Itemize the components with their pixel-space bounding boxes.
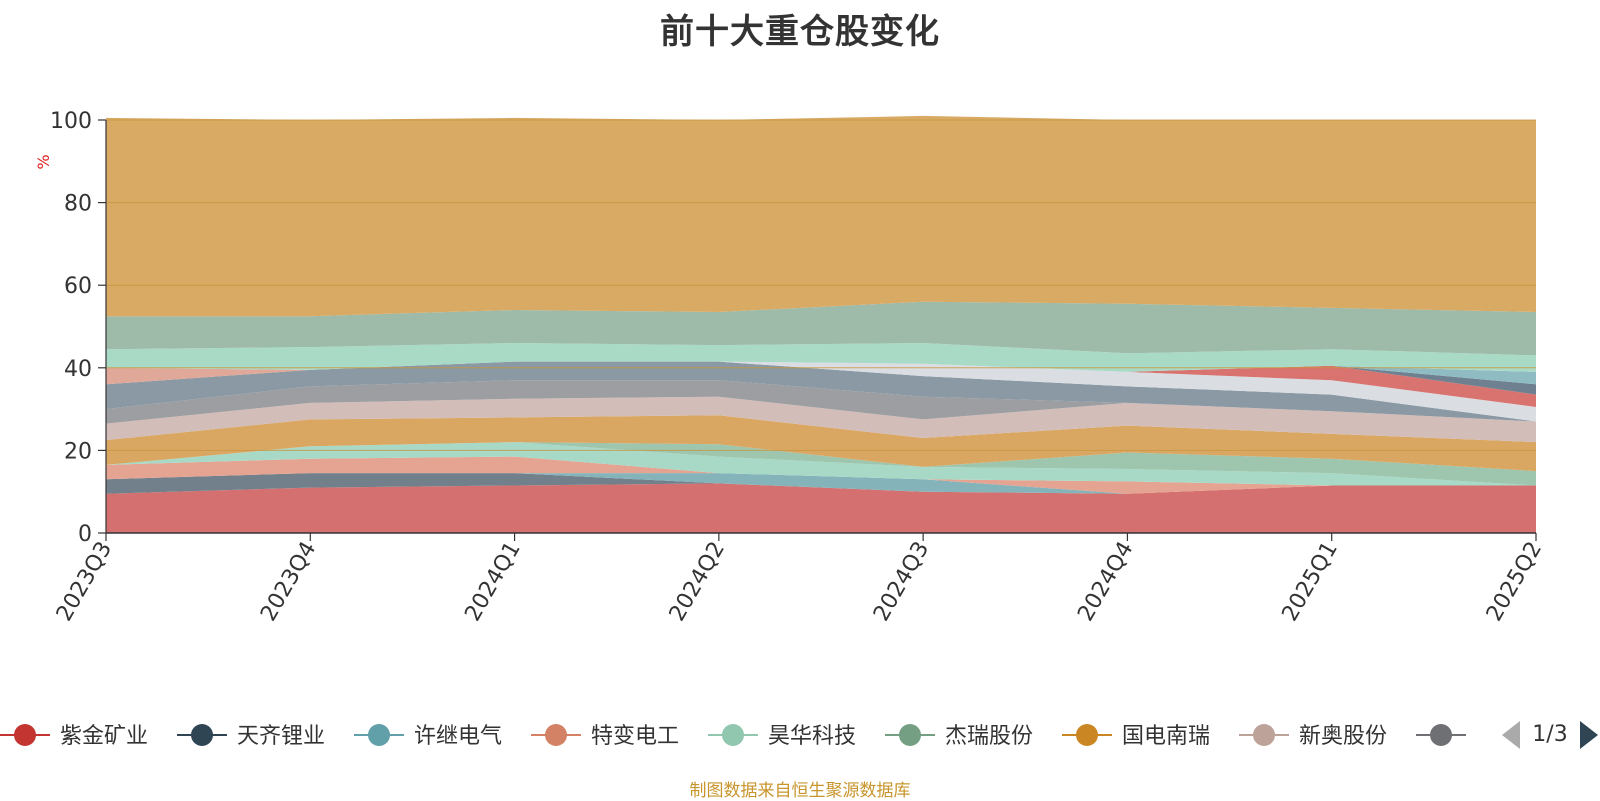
area-series-7[interactable] xyxy=(106,415,1536,472)
y-axis-label: % xyxy=(34,154,53,169)
legend-label: 特变电工 xyxy=(591,724,679,749)
legend: 紫金矿业 天齐锂业 许继电气 特变电工 昊华科技 杰瑞股份 国电南瑞 新奥股份 1/3 xyxy=(0,721,1598,749)
legend-item[interactable]: 许继电气 xyxy=(354,724,502,749)
legend-label: 杰瑞股份 xyxy=(945,724,1033,749)
legend-label: 国电南瑞 xyxy=(1122,724,1210,749)
y-tick-label: 40 xyxy=(64,357,92,382)
legend-label: 昊华科技 xyxy=(768,724,856,749)
y-tick-label: 20 xyxy=(64,439,92,464)
area-series-6[interactable] xyxy=(106,442,1536,486)
legend-item[interactable]: 国电南瑞 xyxy=(1062,724,1210,749)
area-series-2[interactable] xyxy=(106,473,1536,494)
x-tick-label: 2024Q1 xyxy=(460,538,525,626)
legend-marker xyxy=(1253,724,1275,746)
legend-marker xyxy=(1076,724,1098,746)
area-series-1[interactable] xyxy=(106,483,1536,533)
x-tick-label: 2024Q4 xyxy=(1073,538,1138,626)
legend-item[interactable]: 紫金矿业 xyxy=(0,724,148,749)
x-tick-label: 2024Q3 xyxy=(869,538,934,626)
legend-item[interactable]: 天齐锂业 xyxy=(177,724,325,749)
area-series-16[interactable] xyxy=(106,343,1536,372)
x-tick-label: 2023Q3 xyxy=(52,538,117,626)
legend-marker xyxy=(368,724,390,746)
legend-item[interactable]: 杰瑞股份 xyxy=(885,724,1033,749)
legend-item[interactable] xyxy=(1416,724,1466,746)
legend-marker xyxy=(899,724,921,746)
legend-marker xyxy=(722,724,744,746)
legend-page-indicator: 1/3 xyxy=(1532,722,1567,747)
legend-prev-arrow-icon[interactable] xyxy=(1502,721,1520,749)
area-series-8[interactable] xyxy=(106,396,1536,443)
x-tick-label: 2023Q4 xyxy=(256,538,321,626)
area-series-9[interactable] xyxy=(106,380,1536,424)
y-tick-label: 60 xyxy=(64,274,92,299)
area-series-12[interactable] xyxy=(106,361,1536,407)
area-series-5[interactable] xyxy=(106,442,1536,486)
area-series-10[interactable] xyxy=(106,361,1536,422)
legend-marker xyxy=(545,724,567,746)
legend-label: 许继电气 xyxy=(414,724,502,749)
area-series-4[interactable] xyxy=(106,456,1536,494)
source-note: 制图数据来自恒生聚源数据库 xyxy=(689,781,911,801)
x-tick-label: 2025Q1 xyxy=(1278,538,1343,626)
legend-item[interactable]: 特变电工 xyxy=(531,724,679,749)
x-tick-label: 2025Q2 xyxy=(1482,538,1547,626)
legend-marker xyxy=(191,724,213,746)
legend-item[interactable]: 新奥股份 xyxy=(1239,724,1387,749)
legend-label: 天齐锂业 xyxy=(237,724,325,749)
chart-title: 前十大重仓股变化 xyxy=(660,12,940,52)
legend-pager: 1/3 xyxy=(1502,721,1598,749)
legend-label: 紫金矿业 xyxy=(60,724,148,749)
legend-item[interactable]: 昊华科技 xyxy=(708,724,856,749)
area-series-18[interactable] xyxy=(106,115,1536,317)
area-series-group xyxy=(106,115,1536,533)
area-series-17[interactable] xyxy=(106,301,1536,356)
grid-lines xyxy=(106,119,1536,451)
legend-label: 新奥股份 xyxy=(1299,724,1387,749)
y-tick-label: 0 xyxy=(78,522,92,547)
legend-marker xyxy=(14,724,36,746)
y-tick-label: 100 xyxy=(50,109,92,134)
x-tick-label: 2024Q2 xyxy=(665,538,730,626)
area-series-3[interactable] xyxy=(106,473,1536,494)
legend-marker xyxy=(1430,724,1452,746)
legend-next-arrow-icon[interactable] xyxy=(1580,721,1598,749)
area-series-11[interactable] xyxy=(106,361,1536,422)
y-tick-label: 80 xyxy=(64,192,92,217)
